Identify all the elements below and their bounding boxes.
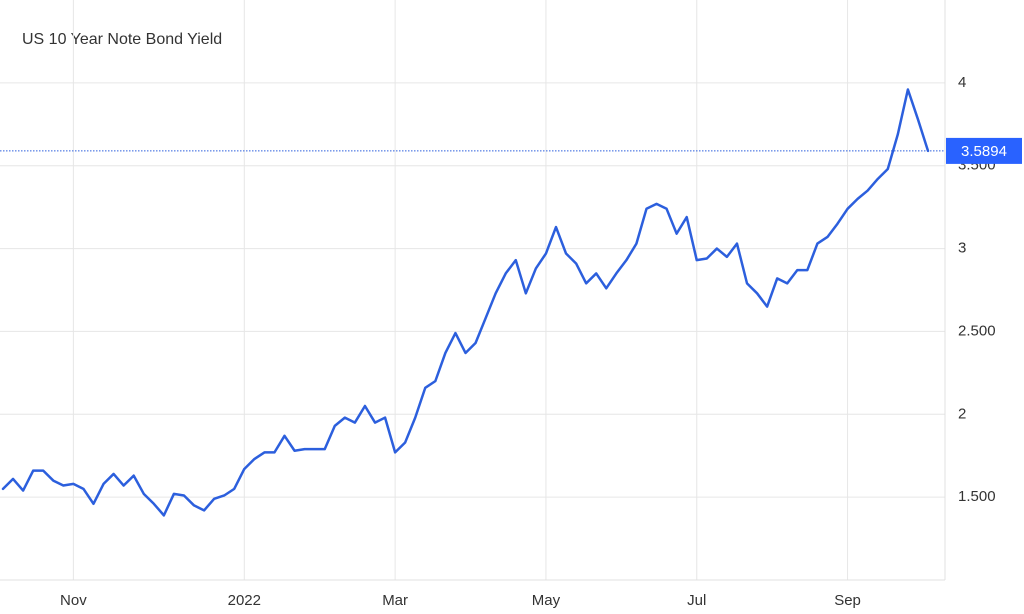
series-line [1,88,930,517]
x-tick-label: 2022 [228,592,261,609]
y-tick-label: 1.500 [958,488,996,505]
y-tick-label: 2 [958,405,966,422]
y-tick-label: 4 [958,74,966,91]
y-tick-label: 3 [958,240,966,257]
grid [0,0,945,580]
x-tick-label: Sep [834,592,861,609]
x-tick-label: Jul [687,592,706,609]
current-value-label: 3.5894 [961,143,1007,160]
y-tick-label: 2.500 [958,322,996,339]
x-tick-label: Nov [60,592,87,609]
chart-title: US 10 Year Note Bond Yield [22,31,222,48]
x-tick-label: Mar [382,592,408,609]
x-tick-label: May [532,592,561,609]
current-value-badge [946,137,1022,164]
